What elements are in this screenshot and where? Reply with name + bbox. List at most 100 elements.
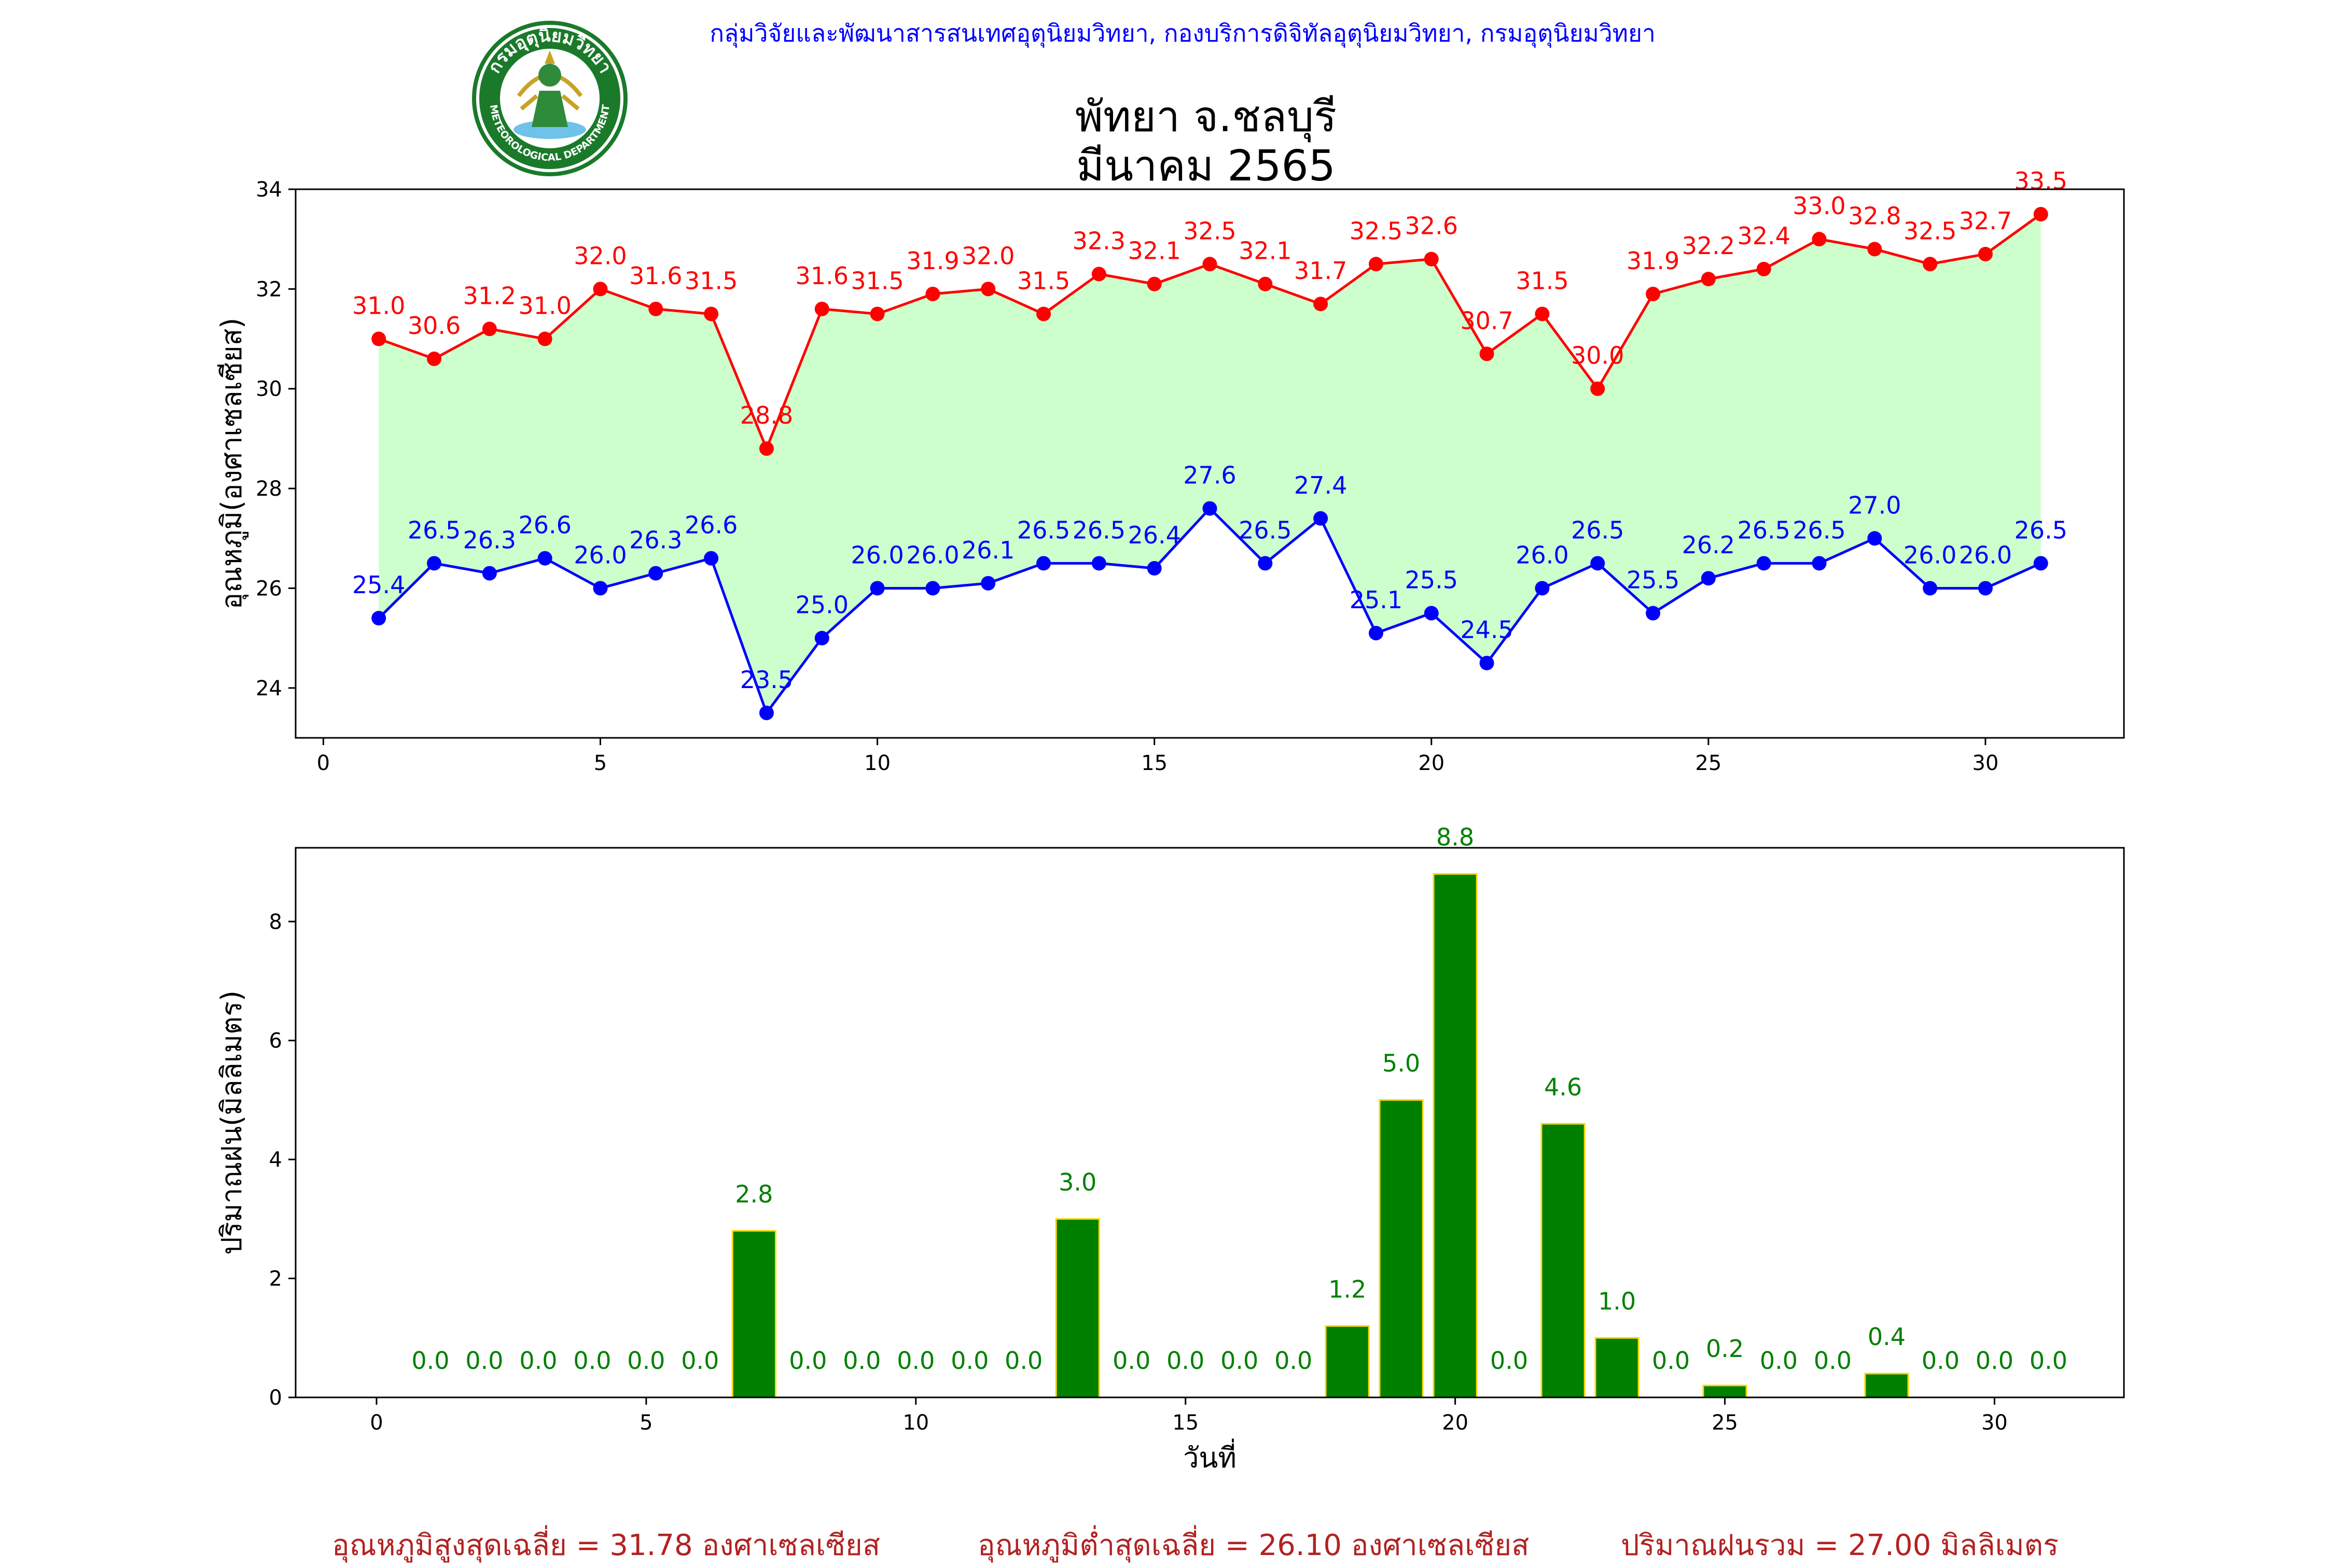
rainfall-total: ปริมาณฝนรวม = 27.00 มิลลิเมตร: [1621, 1529, 2059, 1562]
min-temp-point: [1479, 655, 1494, 670]
min-temp-data-label: 25.5: [1627, 566, 1679, 594]
max-temp-data-label: 32.7: [1959, 207, 2012, 235]
rain-data-label: 0.0: [573, 1347, 611, 1375]
min-temp-point: [427, 556, 442, 571]
max-temp-point: [1147, 276, 1162, 291]
temp-range-fill: [379, 214, 2041, 713]
max-temp-data-label: 31.5: [685, 267, 738, 295]
max-temp-point: [1368, 257, 1383, 272]
min-temp-data-label: 26.0: [1959, 541, 2012, 569]
max-temp-point: [925, 286, 940, 301]
min-temp-data-label: 25.5: [1405, 566, 1458, 594]
min-temperature-average: อุณหภูมิต่ำสุดเฉลี่ย = 26.10 องศาเซลเซีย…: [978, 1529, 1530, 1562]
min-temp-point: [2033, 556, 2048, 571]
max-temp-point: [814, 301, 829, 316]
min-temp-point: [482, 566, 497, 581]
max-temp-point: [981, 282, 996, 297]
max-temp-data-label: 33.0: [1793, 192, 1845, 220]
max-temp-data-label: 32.1: [1128, 237, 1180, 265]
min-temp-point: [1646, 606, 1661, 621]
rain-data-label: 0.0: [1814, 1347, 1852, 1375]
rain-x-tick-label: 10: [902, 1411, 929, 1435]
rain-y-tick-label: 4: [269, 1148, 282, 1172]
min-temp-data-label: 26.5: [1073, 516, 1126, 544]
min-temp-point: [870, 581, 885, 596]
max-temp-data-label: 31.9: [906, 247, 959, 275]
min-temp-data-label: 26.6: [518, 511, 571, 539]
min-temp-data-label: 26.0: [574, 541, 627, 569]
temp-y-axis-label: อุณหภูมิ(องศาเซลเซียส): [215, 318, 249, 610]
min-temp-data-label: 26.2: [1682, 531, 1735, 559]
min-temp-point: [1978, 581, 1993, 596]
rain-x-tick-label: 0: [370, 1411, 383, 1435]
max-temp-point: [1646, 286, 1661, 301]
rain-data-label: 3.0: [1059, 1168, 1096, 1196]
max-temperature-average: อุณหภูมิสูงสุดเฉลี่ย = 31.78 องศาเซลเซีย…: [332, 1529, 881, 1562]
min-temp-data-label: 26.5: [1737, 516, 1790, 544]
max-temp-data-label: 32.5: [1183, 217, 1236, 245]
min-temp-point: [759, 705, 774, 720]
max-temp-data-label: 31.9: [1627, 247, 1679, 275]
min-temp-point: [704, 551, 719, 566]
min-temp-data-label: 25.0: [796, 591, 849, 619]
min-temp-data-label: 26.5: [2015, 516, 2067, 544]
temp-y-tick-label: 34: [256, 178, 282, 202]
max-temp-point: [1701, 272, 1716, 287]
max-temp-data-label: 32.4: [1737, 222, 1790, 250]
max-temp-data-label: 32.0: [962, 242, 1015, 270]
min-temp-point: [1923, 581, 1938, 596]
min-temp-point: [1202, 501, 1217, 516]
min-temp-data-label: 27.6: [1183, 461, 1236, 489]
rain-bar: [731, 1230, 776, 1398]
temp-x-tick-label: 0: [317, 751, 330, 775]
rain-bar: [1433, 873, 1478, 1398]
min-temp-point: [1535, 581, 1550, 596]
rain-data-label: 0.0: [465, 1347, 503, 1375]
rain-x-tick-label: 5: [640, 1411, 652, 1435]
rain-data-label: 0.0: [1113, 1347, 1150, 1375]
max-temp-point: [1479, 346, 1494, 361]
min-temp-data-label: 26.5: [1017, 516, 1070, 544]
min-temp-point: [371, 611, 386, 626]
rain-data-label: 0.4: [1868, 1323, 1906, 1351]
rain-data-label: 0.0: [951, 1347, 989, 1375]
rain-data-label: 0.0: [1490, 1347, 1528, 1375]
max-temp-point: [1535, 306, 1550, 321]
max-temp-point: [1812, 232, 1827, 247]
rain-y-tick-label: 8: [269, 910, 282, 934]
rain-data-label: 1.0: [1598, 1287, 1636, 1315]
max-temp-data-label: 30.7: [1460, 306, 1513, 334]
rain-data-label: 0.0: [789, 1347, 827, 1375]
meteorological-department-logo: กรมอุตุนิยมวิทยา METEOROLOGICAL DEPARTME…: [472, 21, 628, 176]
max-temp-point: [427, 352, 442, 367]
min-temp-data-label: 26.0: [1516, 541, 1568, 569]
rain-data-label: 0.0: [1005, 1347, 1043, 1375]
rain-bar: [1702, 1384, 1747, 1398]
min-temp-point: [1147, 561, 1162, 576]
temperature-chart: 0 5 10 15 20 25 30 24 26 28 30 32 34 อุณหภูมิ(องศาเซล…: [215, 167, 2125, 775]
rain-data-label: 0.0: [519, 1347, 557, 1375]
min-temp-data-label: 26.0: [1904, 541, 1956, 569]
temp-y-tick-label: 28: [256, 477, 282, 501]
min-temp-point: [1258, 556, 1273, 571]
rain-data-label: 0.0: [1922, 1347, 1960, 1375]
min-temp-data-label: 23.5: [740, 666, 793, 694]
min-temp-point: [1756, 556, 1771, 571]
max-temp-point: [1923, 257, 1938, 272]
max-temp-point: [1424, 251, 1439, 267]
rain-data-label: 0.0: [411, 1347, 449, 1375]
max-temp-data-label: 32.8: [1848, 202, 1901, 230]
rain-bar: [1325, 1325, 1370, 1398]
max-temp-point: [1867, 242, 1882, 257]
max-temp-point: [870, 306, 885, 321]
max-temp-data-label: 32.5: [1350, 217, 1402, 245]
max-temp-data-label: 31.7: [1294, 257, 1347, 285]
rain-data-label: 2.8: [735, 1180, 773, 1208]
min-temp-data-label: 26.5: [1239, 516, 1291, 544]
max-temp-data-label: 32.0: [574, 242, 627, 270]
max-temp-point: [593, 282, 608, 297]
max-temp-point: [1036, 306, 1051, 321]
max-temp-data-label: 32.3: [1073, 227, 1126, 255]
header-credit: กลุ่มวิจัยและพัฒนาสารสนเทศอุตุนิยมวิทยา,…: [710, 19, 1656, 47]
max-temp-data-label: 33.5: [2015, 167, 2067, 195]
